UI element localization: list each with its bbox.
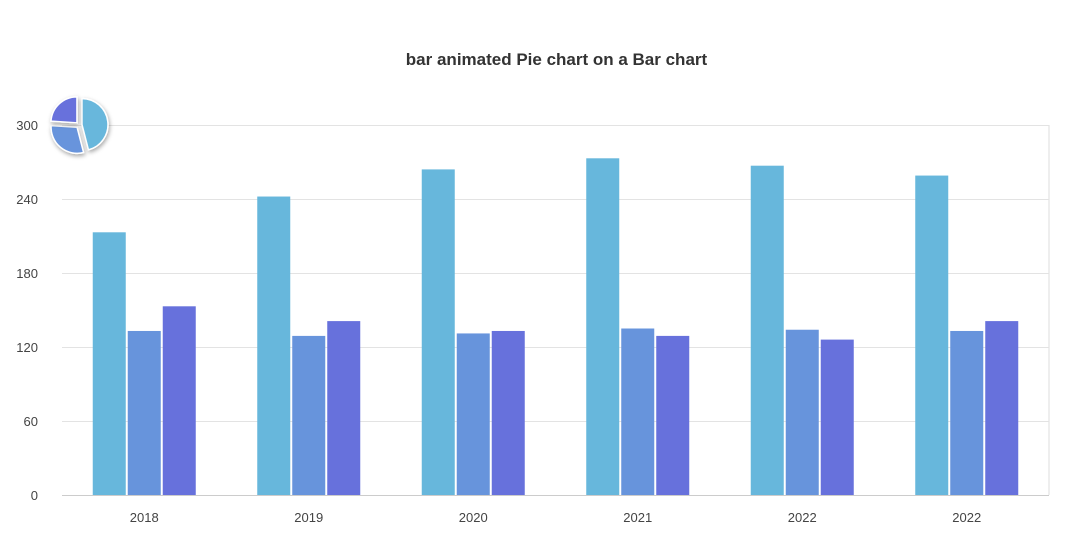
bar[interactable] [656,335,690,495]
bars [92,158,1019,496]
bar[interactable] [950,330,984,495]
bar[interactable] [292,335,326,495]
bar[interactable] [257,196,291,496]
bar[interactable] [915,175,949,496]
axes: 0 60 120 180 240 300 2018 2019 2020 2021 2022 2022 [16,118,981,525]
x-tick-label: 2022 [952,510,981,525]
bar[interactable] [456,333,490,495]
pie-slice[interactable] [50,96,78,124]
bar[interactable] [327,321,361,495]
y-tick-label: 60 [24,414,38,429]
bar[interactable] [586,158,620,496]
x-tick-label: 2022 [788,510,817,525]
grid-lines [62,125,1050,496]
y-tick-label: 180 [16,266,38,281]
y-tick-label: 240 [16,192,38,207]
bar[interactable] [820,339,854,495]
x-tick-label: 2018 [130,510,159,525]
pie-slice[interactable] [50,124,85,155]
bar[interactable] [162,306,196,495]
bar[interactable] [127,330,161,495]
y-tick-label: 0 [31,488,38,503]
bar[interactable] [985,321,1019,495]
bar[interactable] [421,169,455,495]
x-tick-label: 2019 [294,510,323,525]
x-tick-label: 2021 [623,510,652,525]
bar[interactable] [750,165,784,495]
y-tick-label: 300 [16,118,38,133]
chart-title: bar animated Pie chart on a Bar chart [405,50,708,69]
bar[interactable] [92,232,126,496]
bar[interactable] [785,329,819,495]
bar[interactable] [621,328,655,496]
x-tick-label: 2020 [459,510,488,525]
pie-slice[interactable] [81,97,109,151]
bar[interactable] [491,330,525,495]
y-tick-label: 120 [16,340,38,355]
inset-pie-chart[interactable] [50,96,109,155]
